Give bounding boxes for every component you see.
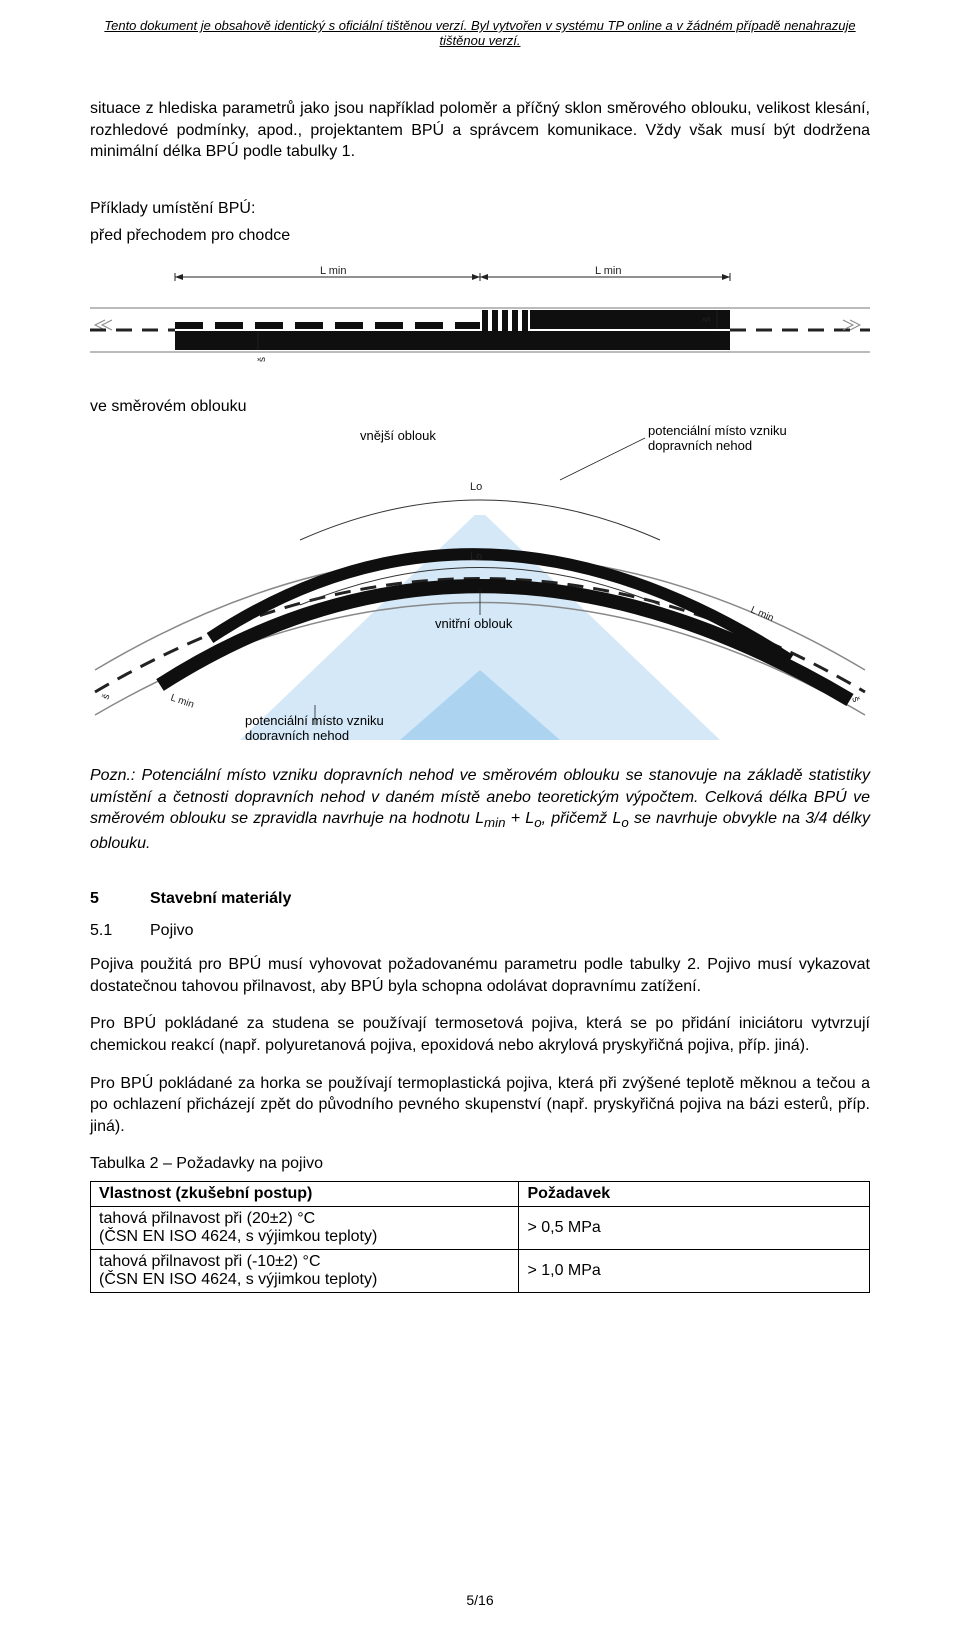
examples-title: Příklady umístění BPÚ: [90,199,870,220]
section-5-number: 5 [90,890,150,908]
fig2-pot1-b: dopravních nehod [648,438,752,453]
fig1-s-right: š [702,317,713,322]
fig2-lo-upper: Lo [470,481,482,493]
figure-curve: Lo Lo L min L min š š vnější oblouk vnit… [90,420,870,745]
section-5-1-title: Pojivo [150,922,194,940]
fig2-s-left: š [100,693,112,701]
table2-r2-prop: tahová přilnavost při (-10±2) °C (ČSN EN… [91,1249,519,1292]
fig2-pot2-a: potenciální místo vzniku [245,713,384,728]
table2-r2-prop-line2: (ČSN EN ISO 4624, s výjimkou teploty) [99,1271,377,1288]
table-2: Vlastnost (zkušební postup) Požadavek ta… [90,1181,870,1293]
note-sub-min1: min [484,816,505,831]
figure-before-crossing: L min L min š š [90,262,870,377]
table2-head-req: Požadavek [519,1181,870,1206]
table2-caption: Tabulka 2 – Požadavky na pojivo [90,1153,870,1175]
before-crossing-label: před přechodem pro chodce [90,226,870,247]
note-body-2: + L [506,810,535,827]
table2-r2-req: > 1,0 MPa [519,1249,870,1292]
fig1-s-left: š [257,357,268,362]
table2-r1-prop: tahová přilnavost při (20±2) °C (ČSN EN … [91,1206,519,1249]
page-number: 5/16 [0,1592,960,1608]
note-paragraph: Pozn.: Potenciální místo vzniku dopravní… [90,765,870,854]
note-body-3: , přičemž L [542,810,622,827]
intro-paragraph: situace z hlediska parametrů jako jsou n… [90,98,870,163]
table2-r2-prop-line1: tahová přilnavost při (-10±2) °C [99,1253,321,1270]
fig2-outer-arc-label: vnější oblouk [360,428,436,443]
table2-r1-prop-line1: tahová přilnavost při (20±2) °C [99,1210,315,1227]
in-curve-label: ve směrovém oblouku [90,397,870,418]
note-label: Pozn.: [90,767,142,784]
fig2-pot2-b: dopravních nehod [245,728,349,740]
table2-head-prop: Vlastnost (zkušební postup) [91,1181,519,1206]
table2-r1-req: > 0,5 MPa [519,1206,870,1249]
fig2-lmin-left: L min [169,693,195,711]
fig1-lmin-right: L min [595,265,622,277]
header-disclaimer: Tento dokument je obsahově identický s o… [90,0,870,98]
fig2-lmin-right: L min [749,605,775,625]
section-5-title: Stavební materiály [150,890,291,908]
fig1-lmin-left: L min [320,265,347,277]
fig2-lo-lower: Lo [470,551,482,563]
p-5-1-c: Pro BPÚ pokládané za horka se používají … [90,1073,870,1138]
note-sub-o2: o [621,816,628,831]
note-sub-o1: o [534,816,541,831]
table2-r1-prop-line2: (ČSN EN ISO 4624, s výjimkou teploty) [99,1228,377,1245]
section-5-1-number: 5.1 [90,922,150,940]
fig2-inner-arc-label: vnitřní oblouk [435,616,513,631]
p-5-1-b: Pro BPÚ pokládané za studena se používaj… [90,1013,870,1056]
p-5-1-a: Pojiva použitá pro BPÚ musí vyhovovat po… [90,954,870,997]
fig2-pot1-a: potenciální místo vzniku [648,423,787,438]
